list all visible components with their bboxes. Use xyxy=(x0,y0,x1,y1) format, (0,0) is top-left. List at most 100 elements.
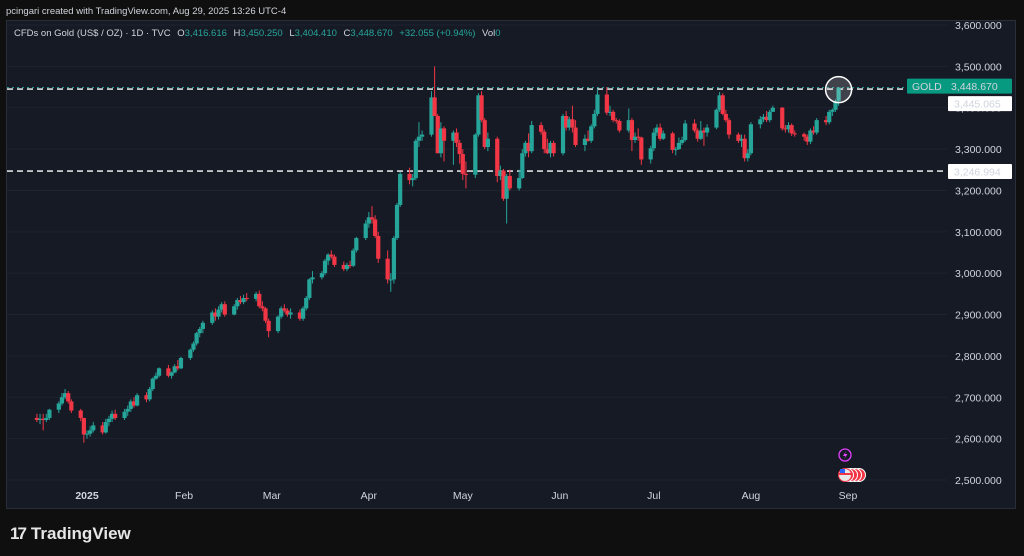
candle-body xyxy=(407,173,412,181)
candle-body xyxy=(191,343,196,350)
candle-body xyxy=(391,238,397,280)
candle-body xyxy=(651,132,656,149)
time-tick-label: 2025 xyxy=(75,490,99,502)
candle-body xyxy=(786,125,791,130)
candle-body xyxy=(814,120,819,133)
time-tick-label: Aug xyxy=(742,490,761,502)
candle-body xyxy=(178,357,184,369)
candle-body xyxy=(341,264,346,270)
candle-body xyxy=(836,87,841,101)
candle-body xyxy=(260,306,265,309)
candle-body xyxy=(319,273,324,278)
candle-body xyxy=(451,132,456,141)
candle-body xyxy=(520,153,525,179)
candle-body xyxy=(595,94,600,114)
candle-body xyxy=(604,94,609,113)
candle-body xyxy=(479,95,484,121)
candle-body xyxy=(135,395,140,406)
candle-body xyxy=(457,142,462,155)
candle-body xyxy=(307,279,312,298)
candle-body xyxy=(300,308,306,319)
candle-body xyxy=(661,133,666,139)
candle-body xyxy=(764,116,769,121)
candle-body xyxy=(373,219,378,236)
candle-body xyxy=(219,304,224,310)
candle-body xyxy=(351,250,356,266)
candle-body xyxy=(529,125,534,152)
candle-body xyxy=(582,138,588,145)
candle-body xyxy=(147,389,152,400)
candle-body xyxy=(282,308,287,311)
candle-body xyxy=(232,306,237,315)
candle-body xyxy=(780,107,785,129)
candle-body xyxy=(419,134,425,137)
candle-body xyxy=(636,136,641,138)
candle-body xyxy=(770,107,775,112)
candle-body xyxy=(476,95,481,135)
candle-body xyxy=(833,101,838,110)
candle-body xyxy=(169,372,174,376)
candle-body xyxy=(254,293,259,299)
price-axis[interactable]: 2,500.000 2,600.000 2,700.000 2,800.000 2,90… xyxy=(907,20,1012,487)
candle-body xyxy=(704,127,710,133)
candles xyxy=(34,66,841,443)
candle-body xyxy=(435,116,440,154)
candle-body xyxy=(266,320,271,332)
price-level-badge: 3,445.065 xyxy=(948,96,1012,112)
event-icons[interactable] xyxy=(838,448,866,482)
candle-body xyxy=(742,138,747,159)
chart-frame[interactable] xyxy=(6,20,1016,509)
candle-body xyxy=(761,116,766,120)
high-label: H xyxy=(233,28,241,39)
candle-body xyxy=(394,204,400,239)
price-tick-label: 3,100.000 xyxy=(955,227,1002,239)
candle-body xyxy=(216,309,221,317)
candle-body xyxy=(695,130,700,139)
candle-body xyxy=(125,408,130,412)
low-label: L xyxy=(289,28,295,39)
candle-body xyxy=(589,126,594,141)
candle-body xyxy=(197,329,202,334)
candle-body xyxy=(830,109,835,112)
candle-body xyxy=(103,422,108,433)
symbol-title: CFDs on Gold (US$ / OZ) · 1D · TVC xyxy=(14,28,171,39)
candle-body xyxy=(329,254,334,257)
candle-body xyxy=(692,123,697,131)
candle-body xyxy=(501,170,506,199)
lightning-icon xyxy=(838,448,852,462)
price-tick-label: 3,300.000 xyxy=(955,144,1002,156)
candle-body xyxy=(789,125,794,134)
open-label: O xyxy=(177,28,185,39)
price-level-badge-bg xyxy=(948,164,1012,180)
candle-body xyxy=(592,113,597,127)
candle-body xyxy=(585,138,591,141)
candle-body xyxy=(413,140,418,179)
time-tick-label: Sep xyxy=(839,490,858,502)
candle-body xyxy=(758,119,763,125)
time-axis[interactable]: 2025 Feb Mar Apr May Jun Jul Aug Sep xyxy=(75,490,857,502)
candle-body xyxy=(670,133,675,150)
candle-body xyxy=(504,175,509,199)
candle-body xyxy=(723,113,728,121)
candle-body xyxy=(827,111,832,123)
candle-body xyxy=(570,119,575,128)
candle-body xyxy=(285,310,290,315)
tradingview-logo[interactable]: 17 TradingView xyxy=(10,524,131,544)
candle-body xyxy=(802,134,807,137)
candle-body xyxy=(432,97,437,116)
candle-body xyxy=(78,410,83,418)
candle-body xyxy=(47,409,52,418)
candle-body xyxy=(698,130,703,139)
candle-body xyxy=(560,116,566,154)
tradingview-logo-icon: 17 xyxy=(10,524,27,543)
candle-body xyxy=(297,312,303,319)
time-tick-label: May xyxy=(453,490,474,502)
time-tick-label: Jun xyxy=(551,490,568,502)
candle-body xyxy=(739,138,744,141)
us-flag-stripe xyxy=(839,473,851,475)
candle-body xyxy=(153,375,158,379)
candle-body xyxy=(460,154,465,174)
candle-body xyxy=(573,127,578,145)
candle-body xyxy=(188,349,193,358)
